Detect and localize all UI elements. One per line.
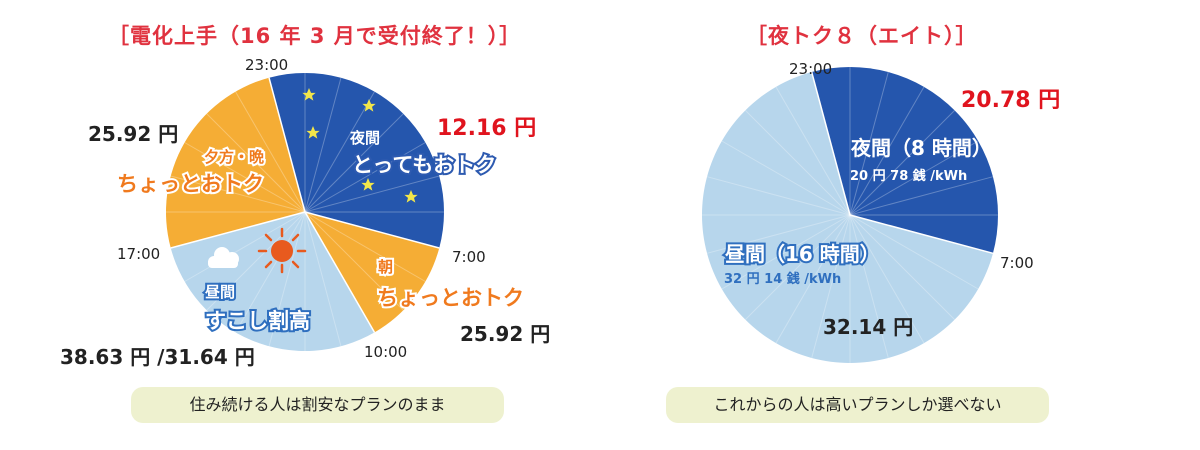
hour-tick (744, 214, 851, 321)
hour-tick (235, 211, 306, 333)
pie-slice-3 (166, 77, 305, 248)
hour-tick (304, 142, 426, 213)
time-label-1700: 17:00 (117, 245, 161, 263)
slice-label-daytime: 昼間（16 時間） (725, 242, 880, 266)
slice-label-evening: 夕方・晩 (204, 148, 264, 166)
hour-tick (206, 211, 306, 311)
pie-chart-2 (702, 66, 999, 363)
hour-tick (184, 211, 306, 282)
hour-tick (775, 86, 851, 216)
slice-tagline-evening: ちょっとおトク (117, 172, 264, 196)
pie-chart-1-decorations (208, 88, 418, 274)
slice-label-night: 夜間 (349, 129, 380, 147)
slice-tagline-morning: ちょっとおトク (377, 286, 524, 310)
hour-tick (775, 214, 851, 344)
hour-tick (304, 211, 426, 282)
chart2-time-label-2300: 23:00 (789, 60, 833, 78)
hour-tick (849, 214, 956, 321)
chart2-price-night: 20.78 円 (961, 88, 1061, 113)
star-icon (306, 126, 320, 139)
hour-tick (849, 214, 925, 344)
slice-label-night: 夜間（8 時間） (850, 136, 992, 160)
hour-tick (849, 71, 889, 216)
slice-label-daytime: 昼間 (205, 283, 235, 301)
hour-tick (206, 113, 306, 213)
hour-tick (811, 214, 851, 359)
slice-tagline-daytime: すこし割高 (205, 309, 310, 333)
hour-tick (744, 109, 851, 216)
hour-tick (304, 77, 342, 213)
caption-current-plan: 住み続ける人は割安なプランのまま (131, 387, 504, 423)
star-icon (361, 178, 375, 191)
hour-tick (849, 176, 994, 216)
pie-slice-1 (305, 212, 440, 333)
pie-chart-1 (166, 72, 445, 351)
slice-boundary (304, 211, 376, 333)
slice-sub-night: 20 円 78 銭 /kWh (850, 168, 967, 184)
slice-label-morning: 朝 (378, 258, 393, 276)
hour-tick (849, 214, 979, 290)
pie-slice-1 (702, 72, 993, 363)
time-label-1000: 10:00 (364, 343, 408, 361)
star-icon (302, 88, 316, 101)
hour-tick (849, 140, 979, 216)
slice-boundary (810, 71, 851, 216)
hour-tick (706, 176, 851, 216)
slice-boundary (268, 77, 306, 213)
pie-slice-0 (269, 72, 445, 248)
hour-tick (304, 175, 440, 213)
caption-new-plan: これからの人は高いプランしか選べない (666, 387, 1049, 423)
chart2-price-daytime: 32.14 円 (823, 315, 914, 339)
hour-tick (304, 113, 404, 213)
hour-tick (304, 211, 404, 311)
hour-tick (170, 175, 306, 213)
slice-boundary (170, 211, 306, 249)
slice-boundary (849, 214, 994, 255)
slice-sub-daytime: 32 円 14 銭 /kWh (724, 271, 841, 287)
hour-tick (721, 214, 851, 290)
star-icon (404, 190, 418, 203)
chart2-title: ［夜トク８（エイト）］ (746, 24, 978, 48)
cloud-icon (208, 247, 239, 268)
hour-tick (721, 140, 851, 216)
hour-tick (706, 214, 851, 254)
time-label-2300: 23:00 (245, 56, 289, 74)
pie-slice-0 (811, 66, 999, 254)
sun-icon (257, 227, 307, 274)
chart2-time-label-0700: 7:00 (1000, 254, 1034, 272)
pie-slice-2 (170, 212, 375, 351)
slice-boundary (304, 211, 440, 249)
hour-tick (304, 211, 342, 347)
hour-tick (304, 91, 375, 213)
hour-tick (849, 86, 925, 216)
price-morning: 25.92 円 (460, 322, 551, 346)
slice-tagline-night: とってもおトク (352, 153, 496, 177)
star-icon (362, 99, 376, 112)
price-night: 12.16 円 (437, 116, 537, 141)
chart1-title: ［電化上手（16 年 3 月で受付終了！）］ (108, 24, 522, 48)
hour-tick (235, 91, 306, 213)
time-label-0700: 7:00 (452, 248, 486, 266)
hour-tick (849, 214, 889, 359)
price-daytime: 38.63 円 /31.64 円 (60, 345, 255, 369)
price-evening: 25.92 円 (88, 122, 179, 146)
hour-tick (849, 109, 956, 216)
hour-tick (184, 142, 306, 213)
